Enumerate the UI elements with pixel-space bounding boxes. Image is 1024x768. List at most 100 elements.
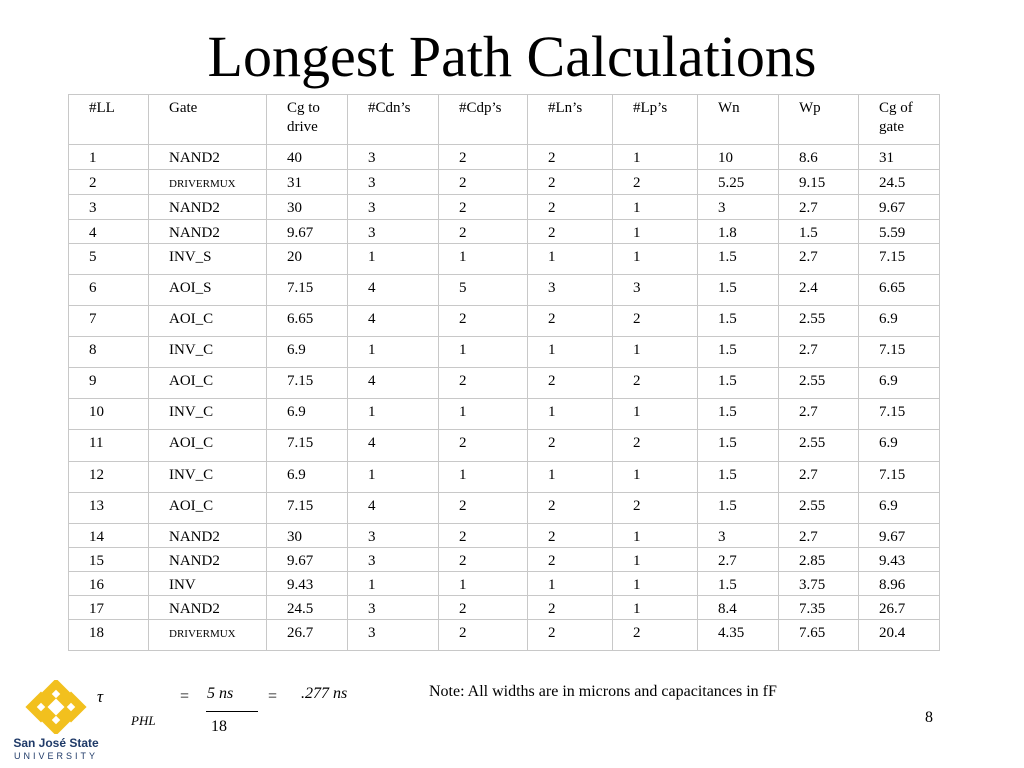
table-cell: 2.7 [778, 243, 859, 275]
table-cell: 1.5 [697, 243, 779, 275]
cell-value: 1.5 [718, 373, 737, 389]
table-row: 10 INV_C 6.9 1 1 1 1 1.5 2.7 7.15 [68, 398, 940, 430]
table-cell: 1 [347, 243, 439, 275]
cell-value: 1 [633, 577, 641, 593]
cell-value: 6.9 [287, 342, 306, 358]
table-cell: 17 [68, 595, 149, 620]
table-cell: 1 [612, 144, 698, 170]
cell-value: 9.67 [879, 529, 906, 545]
table-cell: 3 [612, 274, 698, 306]
cell-value: 1 [368, 467, 376, 483]
cell-value: 2 [459, 311, 467, 327]
cell-value: 2 [459, 435, 467, 451]
table-cell: 1 [438, 336, 528, 368]
table-cell: 1 [347, 571, 439, 596]
table-row: 6 AOI_S 7.15 4 5 3 3 1.5 2.4 6.65 [68, 274, 940, 306]
table-cell: 1.8 [697, 219, 779, 244]
table-cell: 1 [527, 571, 613, 596]
table-cell: 1.5 [778, 219, 859, 244]
header-label: Gate [169, 100, 198, 116]
table-header-cell: Cg to drive [266, 94, 348, 145]
cell-value: 1 [633, 342, 641, 358]
table-cell: 7.15 [266, 429, 348, 462]
table-cell: 1 [612, 194, 698, 220]
table-cell: 1 [612, 595, 698, 620]
page-number: 8 [925, 709, 933, 726]
cell-value: 2 [459, 625, 467, 641]
table-cell: 8.96 [858, 571, 940, 596]
cell-value: 2 [548, 529, 556, 545]
table-cell: 4.35 [697, 619, 779, 651]
table-cell: 7 [68, 305, 149, 337]
cell-value: 1.5 [799, 225, 818, 241]
cell-value: 1 [633, 249, 641, 265]
table-cell: 4 [347, 274, 439, 306]
table-cell: 30 [266, 523, 348, 548]
cell-value: 1 [459, 467, 467, 483]
table-cell: 40 [266, 144, 348, 170]
cell-value: 11 [89, 435, 104, 451]
table-cell: 26.7 [266, 619, 348, 651]
cell-value: 6 [89, 280, 97, 296]
cell-value: 1 [548, 342, 556, 358]
cell-value: 2 [633, 498, 641, 514]
cell-value: 1.5 [718, 249, 737, 265]
cell-value: 2 [459, 529, 467, 545]
table-cell: 5 [68, 243, 149, 275]
table-cell: 3 [697, 194, 779, 220]
cell-value: DRIVERMUX [169, 178, 236, 190]
table-cell: 2 [438, 492, 528, 524]
cell-value: 9.67 [879, 200, 906, 216]
table-cell: AOI_S [148, 274, 267, 306]
table-cell: 2 [438, 219, 528, 244]
cell-value: 9.43 [879, 553, 906, 569]
table-cell: 6.9 [858, 367, 940, 399]
table-cell: 2.7 [697, 547, 779, 572]
cell-value: 2 [548, 553, 556, 569]
cell-value: 2.55 [799, 311, 826, 327]
table-header-cell: #Ln’s [527, 94, 613, 145]
cell-value: 9.67 [287, 553, 314, 569]
table-row: 1 NAND2 40 3 2 2 1 10 8.6 31 [68, 144, 940, 170]
table-cell: 3 [527, 274, 613, 306]
table-row: 9 AOI_C 7.15 4 2 2 2 1.5 2.55 6.9 [68, 367, 940, 399]
table-cell: 6.9 [266, 398, 348, 430]
cell-value: 2 [548, 625, 556, 641]
header-label: Cg of gate [879, 100, 913, 135]
table-cell: 2.55 [778, 367, 859, 399]
table-row: 2 DRIVERMUX 31 3 2 2 2 5.25 9.15 24.5 [68, 169, 940, 195]
table-cell: 7.35 [778, 595, 859, 620]
cell-value: 7 [89, 311, 97, 327]
cell-value: 4 [368, 435, 376, 451]
cell-value: 2 [459, 373, 467, 389]
cell-value: 7.15 [287, 498, 314, 514]
table-cell: 1 [612, 219, 698, 244]
table-cell: 2 [612, 169, 698, 195]
table-cell: 24.5 [266, 595, 348, 620]
cell-value: 1 [548, 577, 556, 593]
cell-value: 7.15 [879, 342, 906, 358]
table-cell: 9.67 [858, 523, 940, 548]
cell-value: 4 [368, 311, 376, 327]
cell-value: 12 [89, 467, 104, 483]
cell-value: 1 [459, 249, 467, 265]
cell-value: 5.25 [718, 175, 745, 191]
table-cell: 1 [612, 336, 698, 368]
table-cell: 16 [68, 571, 149, 596]
cell-value: 6.9 [879, 435, 898, 451]
table-row: 8 INV_C 6.9 1 1 1 1 1.5 2.7 7.15 [68, 336, 940, 368]
table-cell: 3.75 [778, 571, 859, 596]
table-cell: 2 [527, 492, 613, 524]
cell-value: 1.5 [718, 577, 737, 593]
cell-value: 1 [368, 577, 376, 593]
equals-sign-2: = [268, 688, 278, 705]
cell-value: 1.8 [718, 225, 737, 241]
cell-value: 2.7 [799, 342, 818, 358]
fraction-denominator: 18 [211, 718, 227, 735]
cell-value: 2 [633, 435, 641, 451]
table-cell: AOI_C [148, 305, 267, 337]
table-row: 18 DRIVERMUX 26.7 3 2 2 2 4.35 7.65 20.4 [68, 619, 940, 651]
cell-value: 2 [459, 225, 467, 241]
table-cell: 2 [527, 595, 613, 620]
cell-value: INV_C [169, 467, 214, 483]
